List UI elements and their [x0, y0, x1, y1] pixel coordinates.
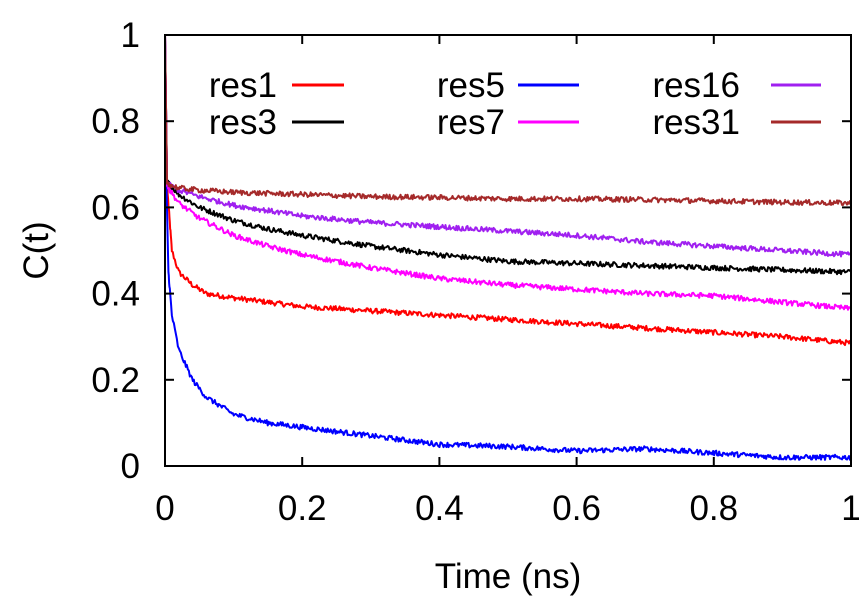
y-tick-label: 0.8: [91, 102, 140, 141]
ticks-layer: 0 0.2 0.4 0.6 0.8 1 0 0.2 0.4 0.6 0.8 1: [91, 16, 860, 528]
series-line-res31: [165, 35, 851, 206]
y-tick-label: 1: [121, 16, 140, 55]
series-line-res5: [165, 35, 851, 461]
y-tick-label: 0.4: [91, 275, 140, 314]
legend-item-res31: res31: [652, 103, 821, 142]
series-line-res7: [165, 35, 851, 311]
legend-item-res7: res7: [437, 103, 579, 142]
legend-label: res7: [437, 103, 505, 142]
y-tick-label: 0: [121, 447, 140, 486]
legend-label: res31: [652, 103, 740, 142]
plot-frame: [164, 34, 852, 467]
series-layer: [165, 35, 851, 461]
x-tick-label: 0: [155, 489, 174, 528]
x-tick-label: 0.4: [415, 489, 464, 528]
legend-label: res1: [209, 66, 277, 105]
legend-label: res5: [437, 66, 505, 105]
x-tick-label: 0.8: [689, 489, 738, 528]
legend-item-res1: res1: [209, 66, 344, 105]
x-tick-label: 1: [841, 489, 860, 528]
series-line-res16: [165, 35, 851, 258]
y-tick-label: 0.2: [91, 361, 140, 400]
x-tick-label: 0.6: [552, 489, 601, 528]
legend-item-res5: res5: [437, 66, 579, 105]
legend-item-res16: res16: [652, 66, 821, 105]
y-axis-title: C(t): [17, 221, 56, 279]
series-line-res1: [165, 35, 851, 347]
series-line-res3: [165, 35, 851, 276]
x-tick-label: 0.2: [278, 489, 327, 528]
x-axis-title: Time (ns): [435, 557, 581, 596]
legend-label: res16: [652, 66, 740, 105]
legend-label: res3: [209, 103, 277, 142]
legend-item-res3: res3: [209, 103, 344, 142]
y-tick-label: 0.6: [91, 188, 140, 227]
